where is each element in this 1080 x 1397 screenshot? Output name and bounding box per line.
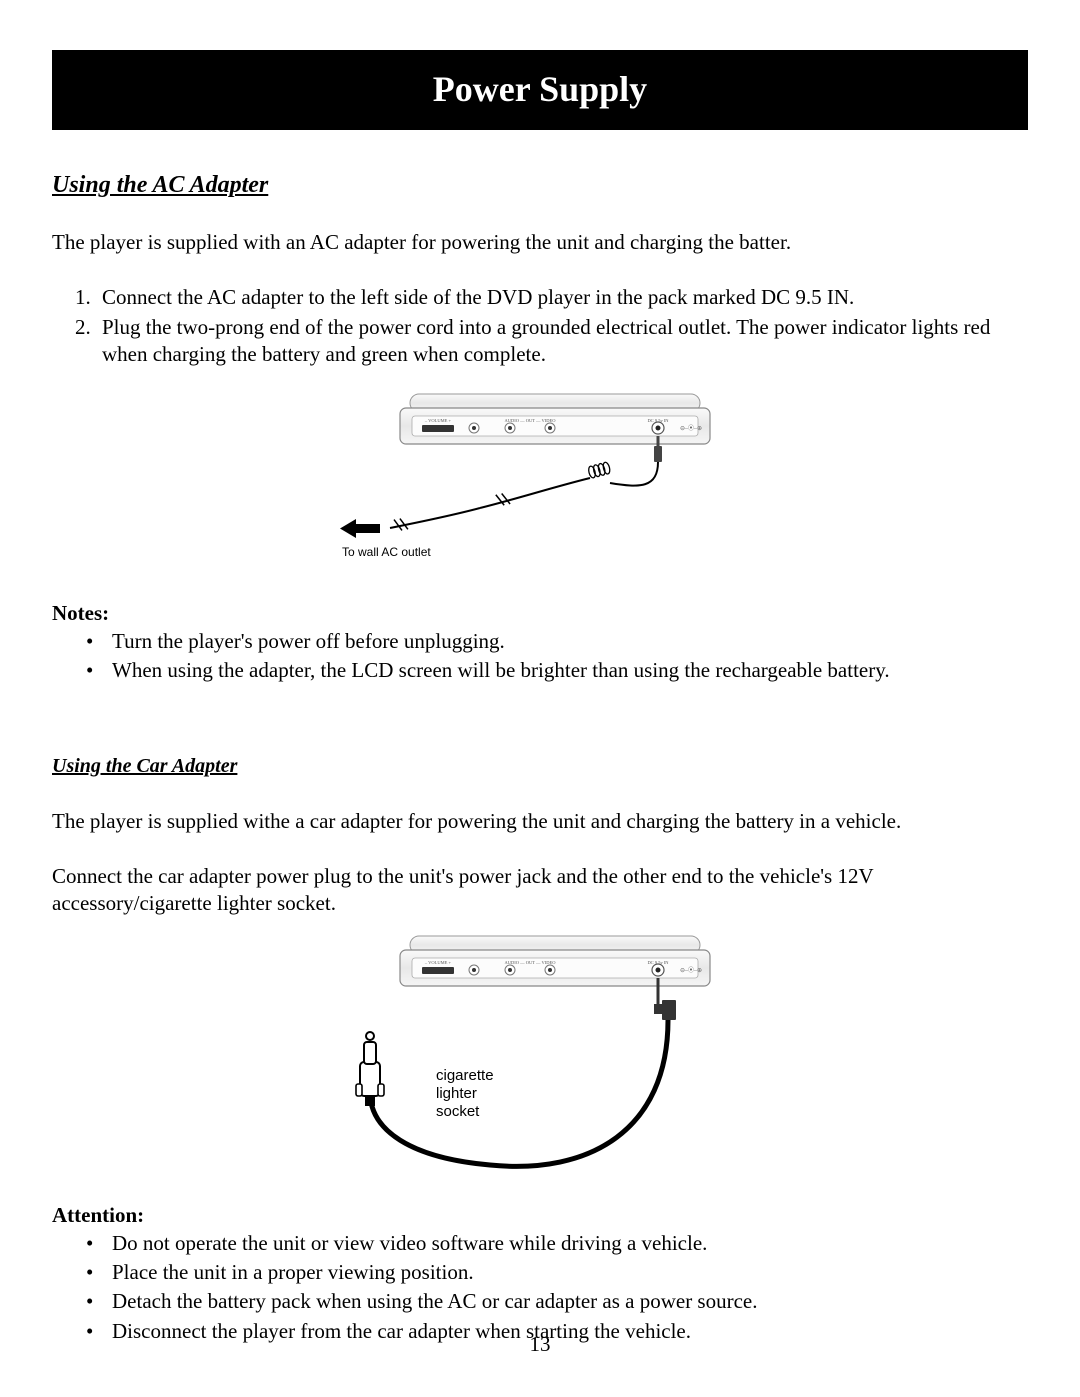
ac-step-1: Connect the AC adapter to the left side …: [96, 284, 1028, 311]
attention-2: Place the unit in a proper viewing posit…: [92, 1259, 1028, 1286]
car-instruction-text: Connect the car adapter power plug to th…: [52, 863, 1028, 918]
ac-figure: – VOLUME + AUDIO –– OUT –– VIDEO DC 9.5v…: [52, 388, 1028, 583]
ac-adapter-diagram-icon: – VOLUME + AUDIO –– OUT –– VIDEO DC 9.5v…: [340, 388, 740, 578]
ac-step-2: Plug the two-prong end of the power cord…: [96, 314, 1028, 369]
svg-text:– VOLUME +: – VOLUME +: [424, 418, 452, 423]
notes-list: Turn the player's power off before unplu…: [52, 628, 1028, 685]
car-intro-text: The player is supplied withe a car adapt…: [52, 808, 1028, 835]
attention-label: Attention:: [52, 1203, 1028, 1228]
svg-text:– VOLUME +: – VOLUME +: [424, 960, 452, 965]
svg-text:cigarette: cigarette: [436, 1067, 494, 1084]
svg-text:⊖–⦿–⊕: ⊖–⦿–⊕: [680, 967, 702, 974]
svg-text:⊖–⦿–⊕: ⊖–⦿–⊕: [680, 425, 702, 432]
attention-1: Do not operate the unit or view video so…: [92, 1230, 1028, 1257]
ac-heading: Using the AC Adapter: [52, 172, 1028, 199]
ac-steps-list: Connect the AC adapter to the left side …: [52, 284, 1028, 368]
car-heading: Using the Car Adapter: [52, 755, 1028, 778]
ac-intro-text: The player is supplied with an AC adapte…: [52, 229, 1028, 256]
car-adapter-diagram-icon: – VOLUME + AUDIO –– OUT –– VIDEO DC 9.5v…: [340, 930, 740, 1180]
attention-list: Do not operate the unit or view video so…: [52, 1230, 1028, 1345]
svg-text:lighter: lighter: [436, 1085, 477, 1102]
page-number: 13: [0, 1332, 1080, 1357]
page-title-bar: Power Supply: [52, 50, 1028, 130]
svg-text:AUDIO –– OUT –– VIDEO: AUDIO –– OUT –– VIDEO: [504, 418, 556, 423]
page-title: Power Supply: [433, 69, 647, 109]
note-1: Turn the player's power off before unplu…: [92, 628, 1028, 655]
svg-text:AUDIO –– OUT –– VIDEO: AUDIO –– OUT –– VIDEO: [504, 960, 556, 965]
car-figure: – VOLUME + AUDIO –– OUT –– VIDEO DC 9.5v…: [52, 930, 1028, 1185]
svg-text:socket: socket: [436, 1103, 480, 1120]
svg-text:To wall AC outlet: To wall AC outlet: [342, 545, 431, 559]
notes-label: Notes:: [52, 601, 1028, 626]
attention-3: Detach the battery pack when using the A…: [92, 1288, 1028, 1315]
note-2: When using the adapter, the LCD screen w…: [92, 657, 1028, 684]
